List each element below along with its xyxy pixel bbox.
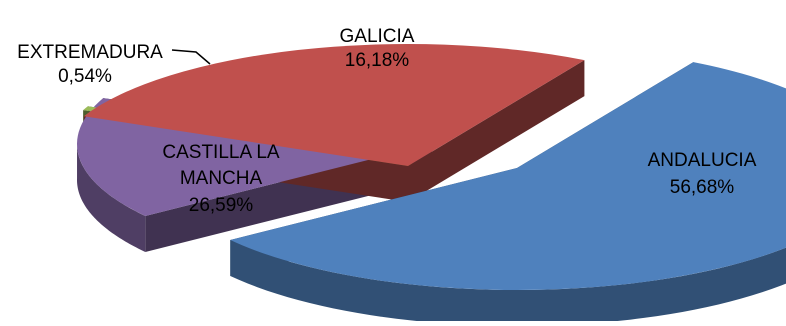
label-andalucia-name: ANDALUCIA (648, 150, 757, 171)
slice-outer-wall-galicia (77, 142, 146, 252)
slice-inner-face-castilla-la-mancha-end (408, 60, 585, 202)
slice-castilla-la-mancha (83, 44, 585, 166)
slice-andalucia (230, 62, 786, 290)
label-castilla-value: 26,59% (189, 195, 254, 216)
label-extremadura-value: 0,54% (58, 66, 112, 87)
label-castilla-line2: MANCHA (180, 168, 263, 189)
label-castilla-line1: CASTILLA LA (162, 142, 280, 163)
extremadura-leader-line (171, 49, 211, 65)
label-galicia-value: 16,18% (345, 50, 410, 71)
slice-outer-wall-andalucia (230, 239, 786, 326)
label-extremadura-name: EXTREMADURA (17, 42, 163, 63)
label-galicia-name: GALICIA (340, 26, 415, 47)
slice-labels: GALICIA 16,18% EXTREMADURA 0,54% CASTILL… (17, 26, 757, 216)
slice-tops (77, 44, 786, 290)
label-andalucia-value: 56,68% (670, 177, 735, 198)
